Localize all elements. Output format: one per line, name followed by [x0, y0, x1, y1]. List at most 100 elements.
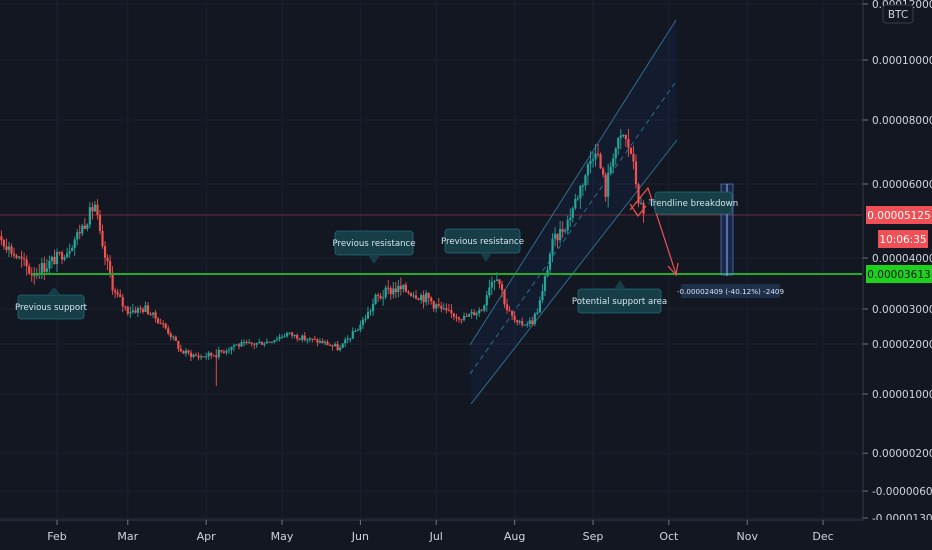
projection-path: [629, 186, 677, 275]
time-tick-label: Dec: [812, 530, 833, 543]
candle-body: [596, 153, 600, 155]
price-tick-label: 0.00003000: [872, 304, 932, 316]
candle-body: [268, 341, 271, 343]
candle-body: [543, 276, 547, 292]
candle-body: [440, 305, 443, 309]
candle-body: [564, 230, 567, 232]
candle-body: [323, 341, 327, 344]
candle-body: [53, 256, 56, 265]
candle-body: [48, 260, 51, 269]
candle-body: [91, 207, 94, 212]
candle-body: [296, 334, 299, 339]
candle-body: [83, 225, 86, 229]
annotation-previous-resistance-1[interactable]: Previous resistance: [332, 230, 416, 264]
candle-body: [189, 352, 193, 357]
candle-body: [86, 224, 89, 229]
candle-body: [627, 139, 630, 148]
candle-body: [78, 232, 81, 234]
price-tick-label: 0.00001000: [872, 389, 932, 401]
candle-body: [237, 344, 241, 347]
candle-body: [607, 172, 610, 197]
candle-body: [637, 184, 640, 204]
candle-body: [40, 263, 43, 276]
price-tick-label: 0.00004000: [872, 253, 932, 265]
countdown-badge-box: [878, 230, 928, 248]
candle-body: [478, 310, 481, 314]
candle-body: [468, 313, 471, 317]
candle-body: [60, 252, 64, 260]
time-tick-label: Nov: [736, 530, 758, 543]
price-axis-panel[interactable]: [863, 0, 932, 520]
candle-body: [0, 236, 3, 241]
candle-body: [200, 356, 203, 358]
candle-body: [617, 137, 620, 149]
candle-body: [144, 305, 147, 312]
candle-body: [516, 320, 519, 323]
candle-body: [361, 319, 365, 325]
candle-body: [523, 324, 526, 326]
candle-body: [614, 148, 617, 159]
time-axis-panel[interactable]: [0, 520, 932, 550]
candle-body: [116, 292, 119, 295]
candle-body: [589, 160, 592, 165]
candle-body: [33, 275, 36, 277]
price-tick-label: 0.00010000: [872, 55, 932, 67]
annotation-trendline-breakdown[interactable]: Trendline breakdown: [647, 191, 738, 215]
candle-body: [17, 256, 21, 258]
candle-body: [225, 350, 228, 353]
candle-body: [404, 284, 408, 292]
annotation-previous-resistance-2[interactable]: Previous resistance: [441, 228, 524, 262]
candle-body: [366, 312, 370, 319]
candle-body: [546, 269, 549, 277]
annotation-previous-support[interactable]: Previous support: [15, 287, 88, 320]
price-tick-label: 0.00006000: [872, 179, 932, 191]
candle-body: [106, 257, 109, 262]
annotation-label: Previous resistance: [441, 237, 524, 247]
candle-body: [414, 295, 418, 299]
candle-body: [503, 290, 506, 305]
candle-body: [465, 316, 468, 318]
candle-body: [384, 287, 387, 298]
candle-body: [505, 304, 509, 311]
candle-body: [450, 310, 453, 314]
currency-badge[interactable]: BTC: [882, 4, 914, 24]
annotation-potential-support-area[interactable]: Potential support area: [572, 280, 667, 314]
candle-body: [288, 332, 291, 334]
candle-body: [23, 258, 26, 260]
candle-body: [417, 298, 420, 301]
channel-lower-line[interactable]: [470, 139, 678, 405]
candle-body: [331, 345, 334, 347]
projection-arrow[interactable]: [629, 186, 679, 277]
candle-body: [119, 294, 122, 298]
candle-body: [227, 349, 231, 351]
candle-body: [66, 253, 69, 258]
candle-body: [207, 352, 210, 357]
candle-body: [98, 215, 102, 231]
candle-body: [121, 297, 124, 307]
candle-body: [571, 208, 574, 218]
candle-body: [174, 336, 177, 341]
candle-body: [528, 320, 531, 325]
candle-body: [68, 250, 71, 254]
time-tick-label: Jun: [351, 530, 369, 543]
candle-body: [50, 256, 54, 261]
time-tick-label: Apr: [197, 530, 217, 543]
candle-body: [442, 308, 445, 310]
candle-body: [159, 323, 162, 325]
countdown-badge: 10:06:35: [878, 230, 928, 248]
candle-body: [445, 308, 448, 311]
candle-body: [559, 229, 562, 241]
candle-body: [508, 310, 511, 312]
candle-body: [422, 295, 425, 303]
candle-body: [293, 334, 296, 336]
candle-body: [242, 342, 246, 344]
channel-mid-line[interactable]: [469, 79, 678, 375]
candle-body: [197, 355, 200, 358]
candle-body: [369, 311, 372, 313]
candle-body: [146, 305, 150, 315]
candle-body: [151, 312, 155, 315]
candle-body: [12, 253, 16, 256]
candle-body: [316, 339, 319, 343]
price-tick-label: 0.00008000: [872, 115, 932, 127]
